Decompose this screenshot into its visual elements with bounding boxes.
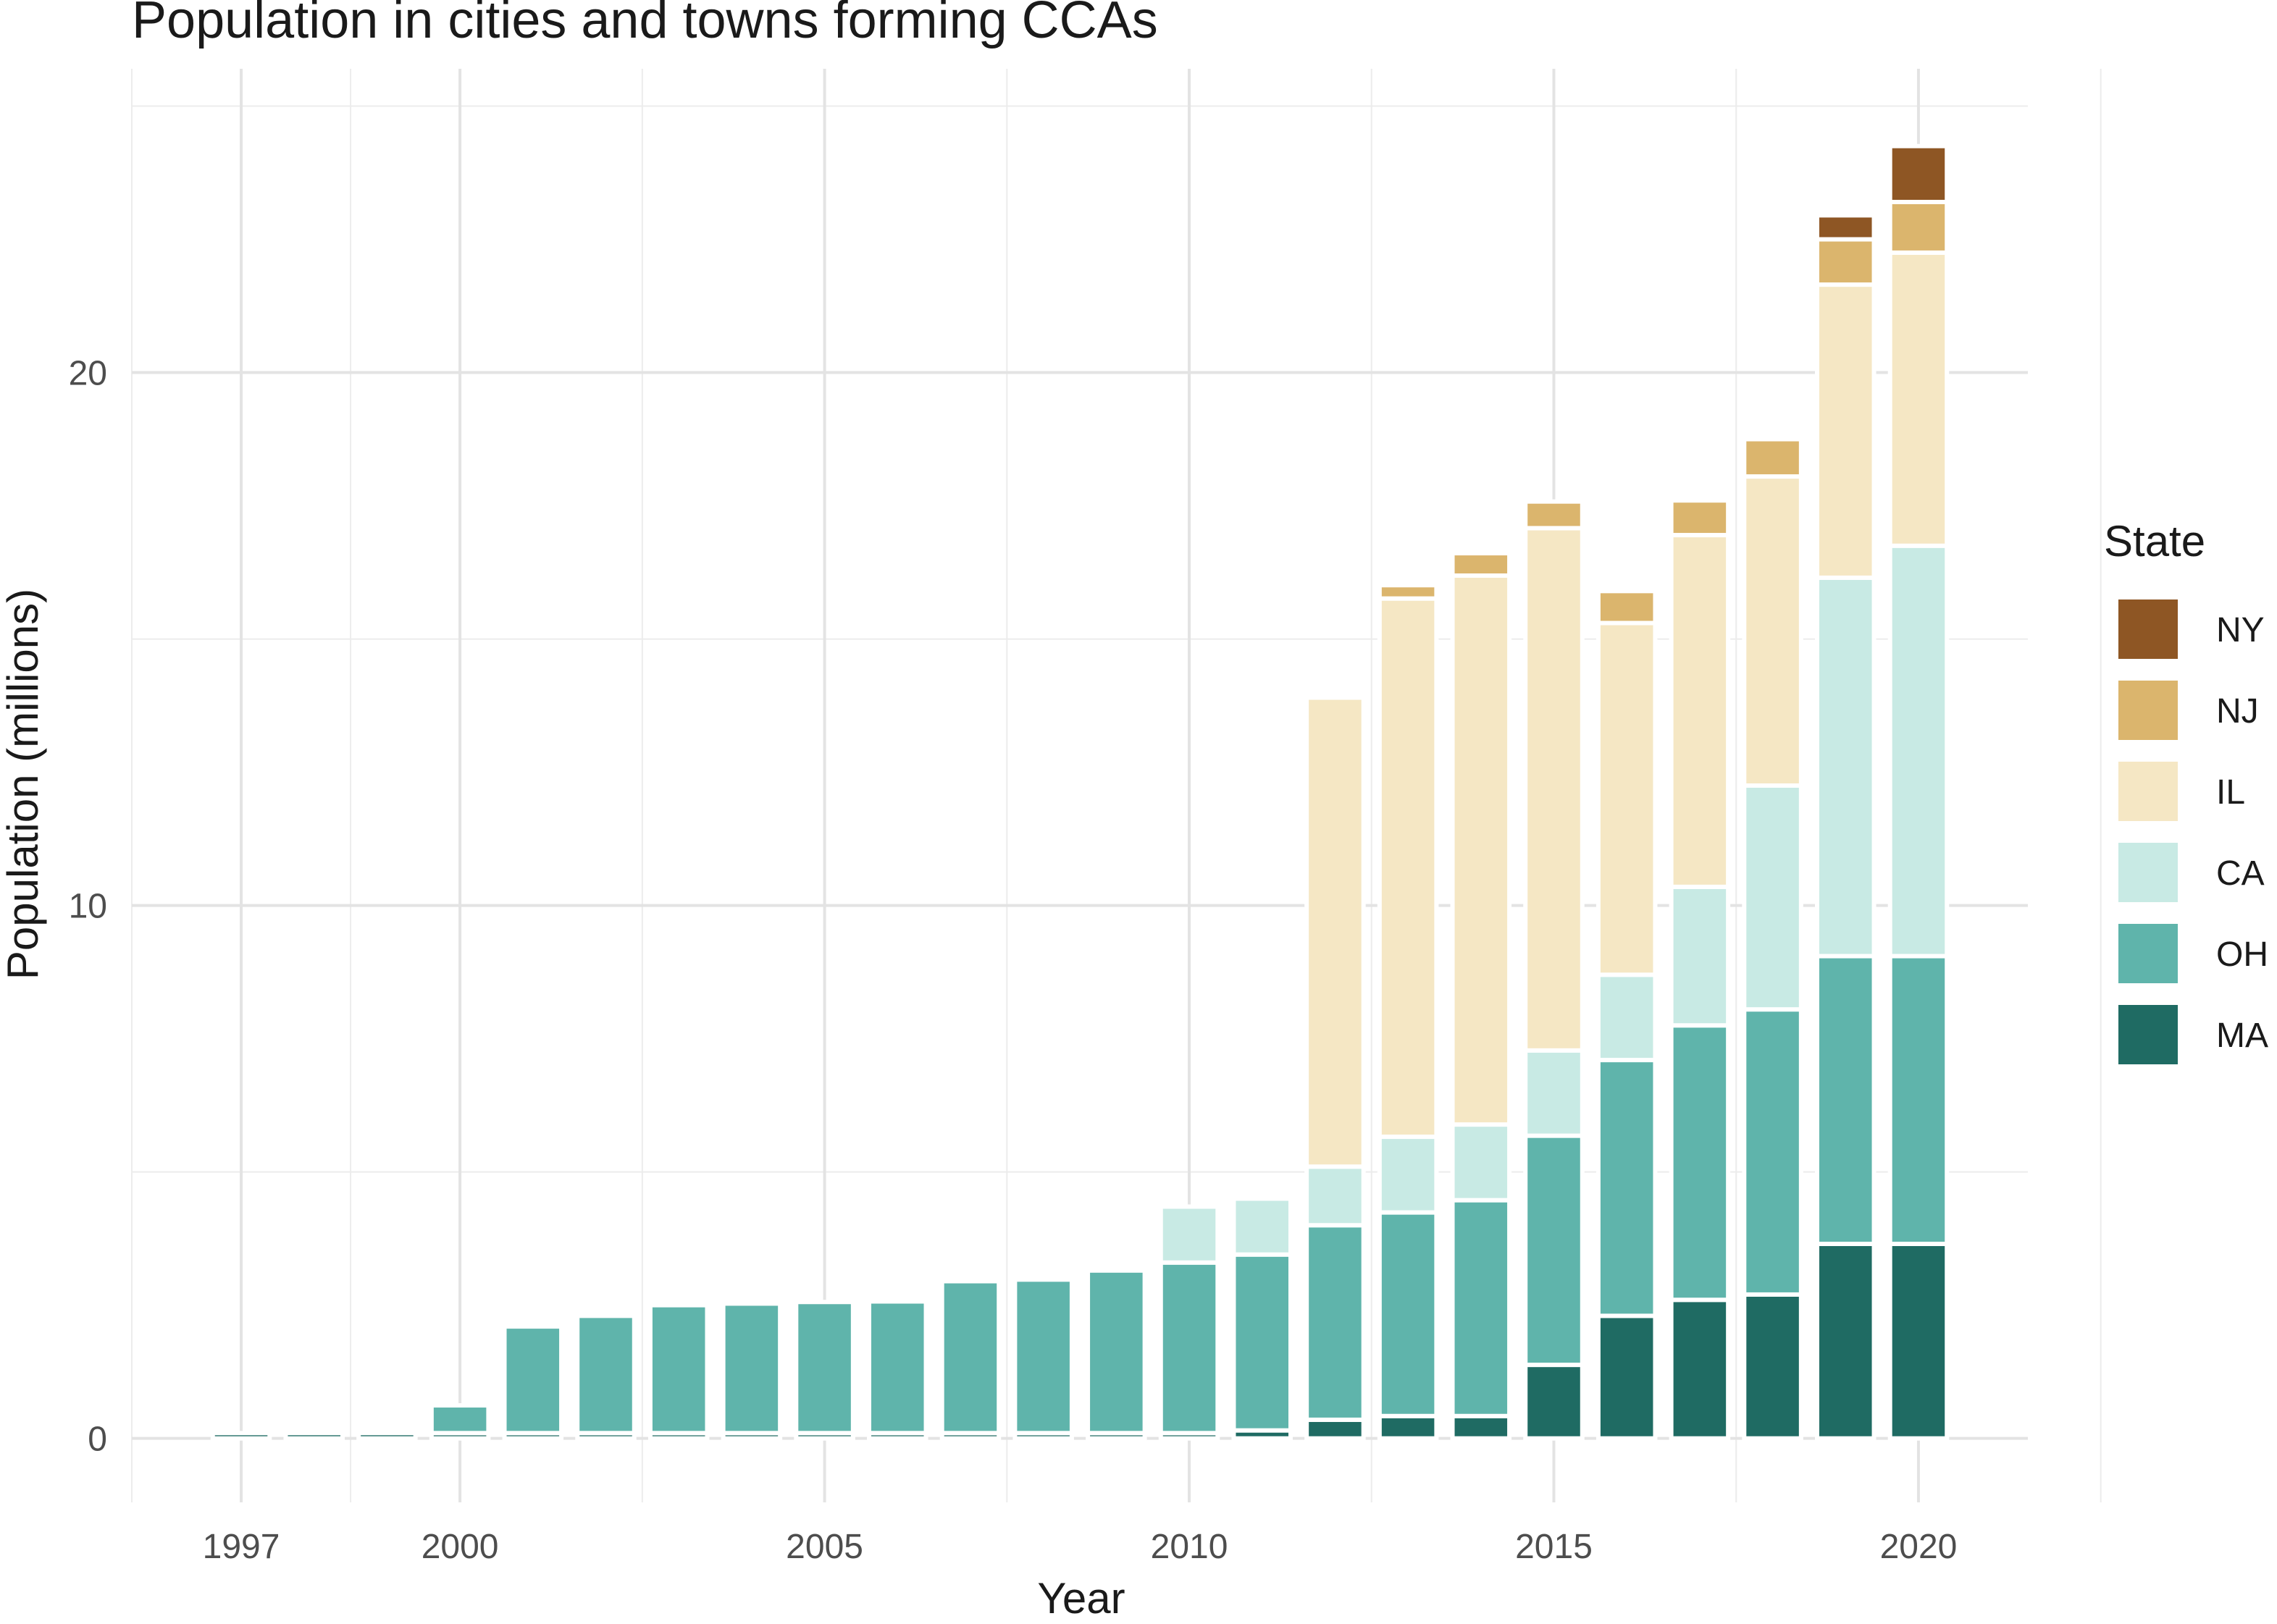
bar-2017-IL — [1669, 533, 1731, 889]
bar-2020-NJ — [1887, 200, 1950, 255]
bar-2013-OH — [1377, 1210, 1439, 1418]
legend-label-OH: OH — [2216, 935, 2268, 974]
bar-2016-CA — [1595, 972, 1658, 1063]
legend-swatch-NJ — [2118, 681, 2178, 740]
bar-2001-OH — [502, 1324, 564, 1436]
bar-2020-NY — [1887, 143, 1950, 205]
bar-2018-NJ — [1742, 437, 1803, 479]
bar-2014-IL — [1450, 573, 1512, 1127]
legend-label-NY: NY — [2216, 611, 2265, 649]
legend-swatch-OH — [2118, 924, 2178, 983]
bar-2017-MA — [1669, 1297, 1731, 1441]
bar-2011-CA — [1231, 1196, 1293, 1257]
legend-label-CA: CA — [2216, 854, 2265, 893]
bar-2013-CA — [1377, 1135, 1439, 1215]
bar-2020-OH — [1887, 954, 1950, 1247]
bar-2009-OH — [1086, 1268, 1147, 1436]
y-tick-label-20: 20 — [69, 355, 107, 393]
bar-2019-CA — [1814, 575, 1876, 959]
bar-2015-IL — [1523, 526, 1585, 1053]
bar-2007-OH — [939, 1279, 1002, 1436]
bar-2016-MA — [1595, 1313, 1658, 1441]
y-tick-label-10: 10 — [69, 888, 107, 926]
legend-label-MA: MA — [2216, 1017, 2268, 1055]
x-tick-label-2005: 2005 — [786, 1528, 863, 1566]
x-tick-label-2000: 2000 — [422, 1528, 499, 1566]
bar-2004-OH — [721, 1301, 783, 1436]
bar-2014-NJ — [1450, 551, 1512, 578]
bar-2008-OH — [1012, 1277, 1074, 1436]
bar-2014-OH — [1450, 1198, 1512, 1418]
bar-2019-NJ — [1814, 237, 1876, 287]
legend-swatch-NY — [2118, 599, 2178, 659]
bar-2018-OH — [1742, 1007, 1803, 1297]
bar-2017-CA — [1669, 884, 1731, 1028]
bar-2019-IL — [1814, 282, 1876, 580]
bar-2005-OH — [794, 1300, 855, 1436]
bar-2010-OH — [1158, 1260, 1220, 1436]
bar-2020-CA — [1887, 543, 1950, 959]
bar-2002-OH — [575, 1313, 637, 1436]
legend-swatch-MA — [2118, 1005, 2178, 1064]
legend-swatch-IL — [2118, 762, 2178, 821]
bar-2014-CA — [1450, 1122, 1512, 1203]
bar-2000-OH — [429, 1403, 491, 1436]
y-axis-title: Population (millions) — [0, 589, 47, 980]
bar-2012-OH — [1304, 1223, 1366, 1422]
x-tick-label-2015: 2015 — [1515, 1528, 1593, 1566]
bar-2020-MA — [1887, 1242, 1950, 1441]
bar-2016-NJ — [1595, 589, 1658, 626]
tick-labels: 1997 2000 2005 2010 2015 2020 0 10 20 — [69, 355, 1958, 1566]
bar-2018-CA — [1742, 783, 1803, 1012]
y-tick-label-0: 0 — [88, 1421, 107, 1459]
x-tick-label-2010: 2010 — [1151, 1528, 1228, 1566]
bar-2016-OH — [1595, 1058, 1658, 1318]
legend-label-NJ: NJ — [2216, 692, 2259, 731]
legend-title: State — [2104, 517, 2205, 565]
x-tick-label-2020: 2020 — [1880, 1528, 1958, 1566]
bar-1998-MA — [283, 1431, 345, 1441]
bar-2013-IL — [1377, 596, 1439, 1140]
bar-2018-IL — [1742, 474, 1803, 788]
bar-2013-NJ — [1377, 583, 1439, 601]
bar-2019-MA — [1814, 1242, 1876, 1441]
bar-2011-OH — [1231, 1252, 1293, 1433]
bar-2018-MA — [1742, 1292, 1803, 1441]
bar-2020-IL — [1887, 250, 1950, 548]
legend-label-IL: IL — [2216, 773, 2245, 812]
bar-1999-MA — [356, 1431, 418, 1441]
bar-2011-IL — [1231, 1193, 1293, 1201]
bar-1997-MA — [210, 1431, 272, 1441]
bar-2012-CA — [1304, 1164, 1366, 1228]
bar-2014-MA — [1450, 1413, 1512, 1441]
bar-2003-OH — [647, 1303, 710, 1436]
bar-2019-NY — [1814, 213, 1876, 242]
bar-2015-NJ — [1523, 499, 1585, 531]
x-axis-title: Year — [1037, 1574, 1125, 1620]
bar-2017-OH — [1669, 1023, 1731, 1303]
x-tick-label-1997: 1997 — [203, 1528, 280, 1566]
bar-2016-IL — [1595, 620, 1658, 977]
chart-title: Population in cities and towns forming C… — [132, 0, 1158, 49]
bar-2012-MA — [1304, 1417, 1366, 1441]
bars-layer — [210, 143, 1950, 1441]
bar-2010-CA — [1158, 1204, 1220, 1265]
bar-2019-OH — [1814, 954, 1876, 1247]
bar-2013-MA — [1377, 1413, 1439, 1441]
bar-2015-OH — [1523, 1133, 1585, 1368]
bar-2015-CA — [1523, 1048, 1585, 1138]
bar-2012-IL — [1304, 695, 1366, 1169]
legend-items: NY NJ IL CA OH MA — [2118, 599, 2268, 1064]
bar-2017-NJ — [1669, 498, 1731, 538]
bar-2006-OH — [866, 1299, 928, 1436]
legend-swatch-CA — [2118, 843, 2178, 902]
bar-2015-MA — [1523, 1363, 1585, 1441]
legend: State NY NJ IL CA OH MA — [2104, 517, 2268, 1064]
